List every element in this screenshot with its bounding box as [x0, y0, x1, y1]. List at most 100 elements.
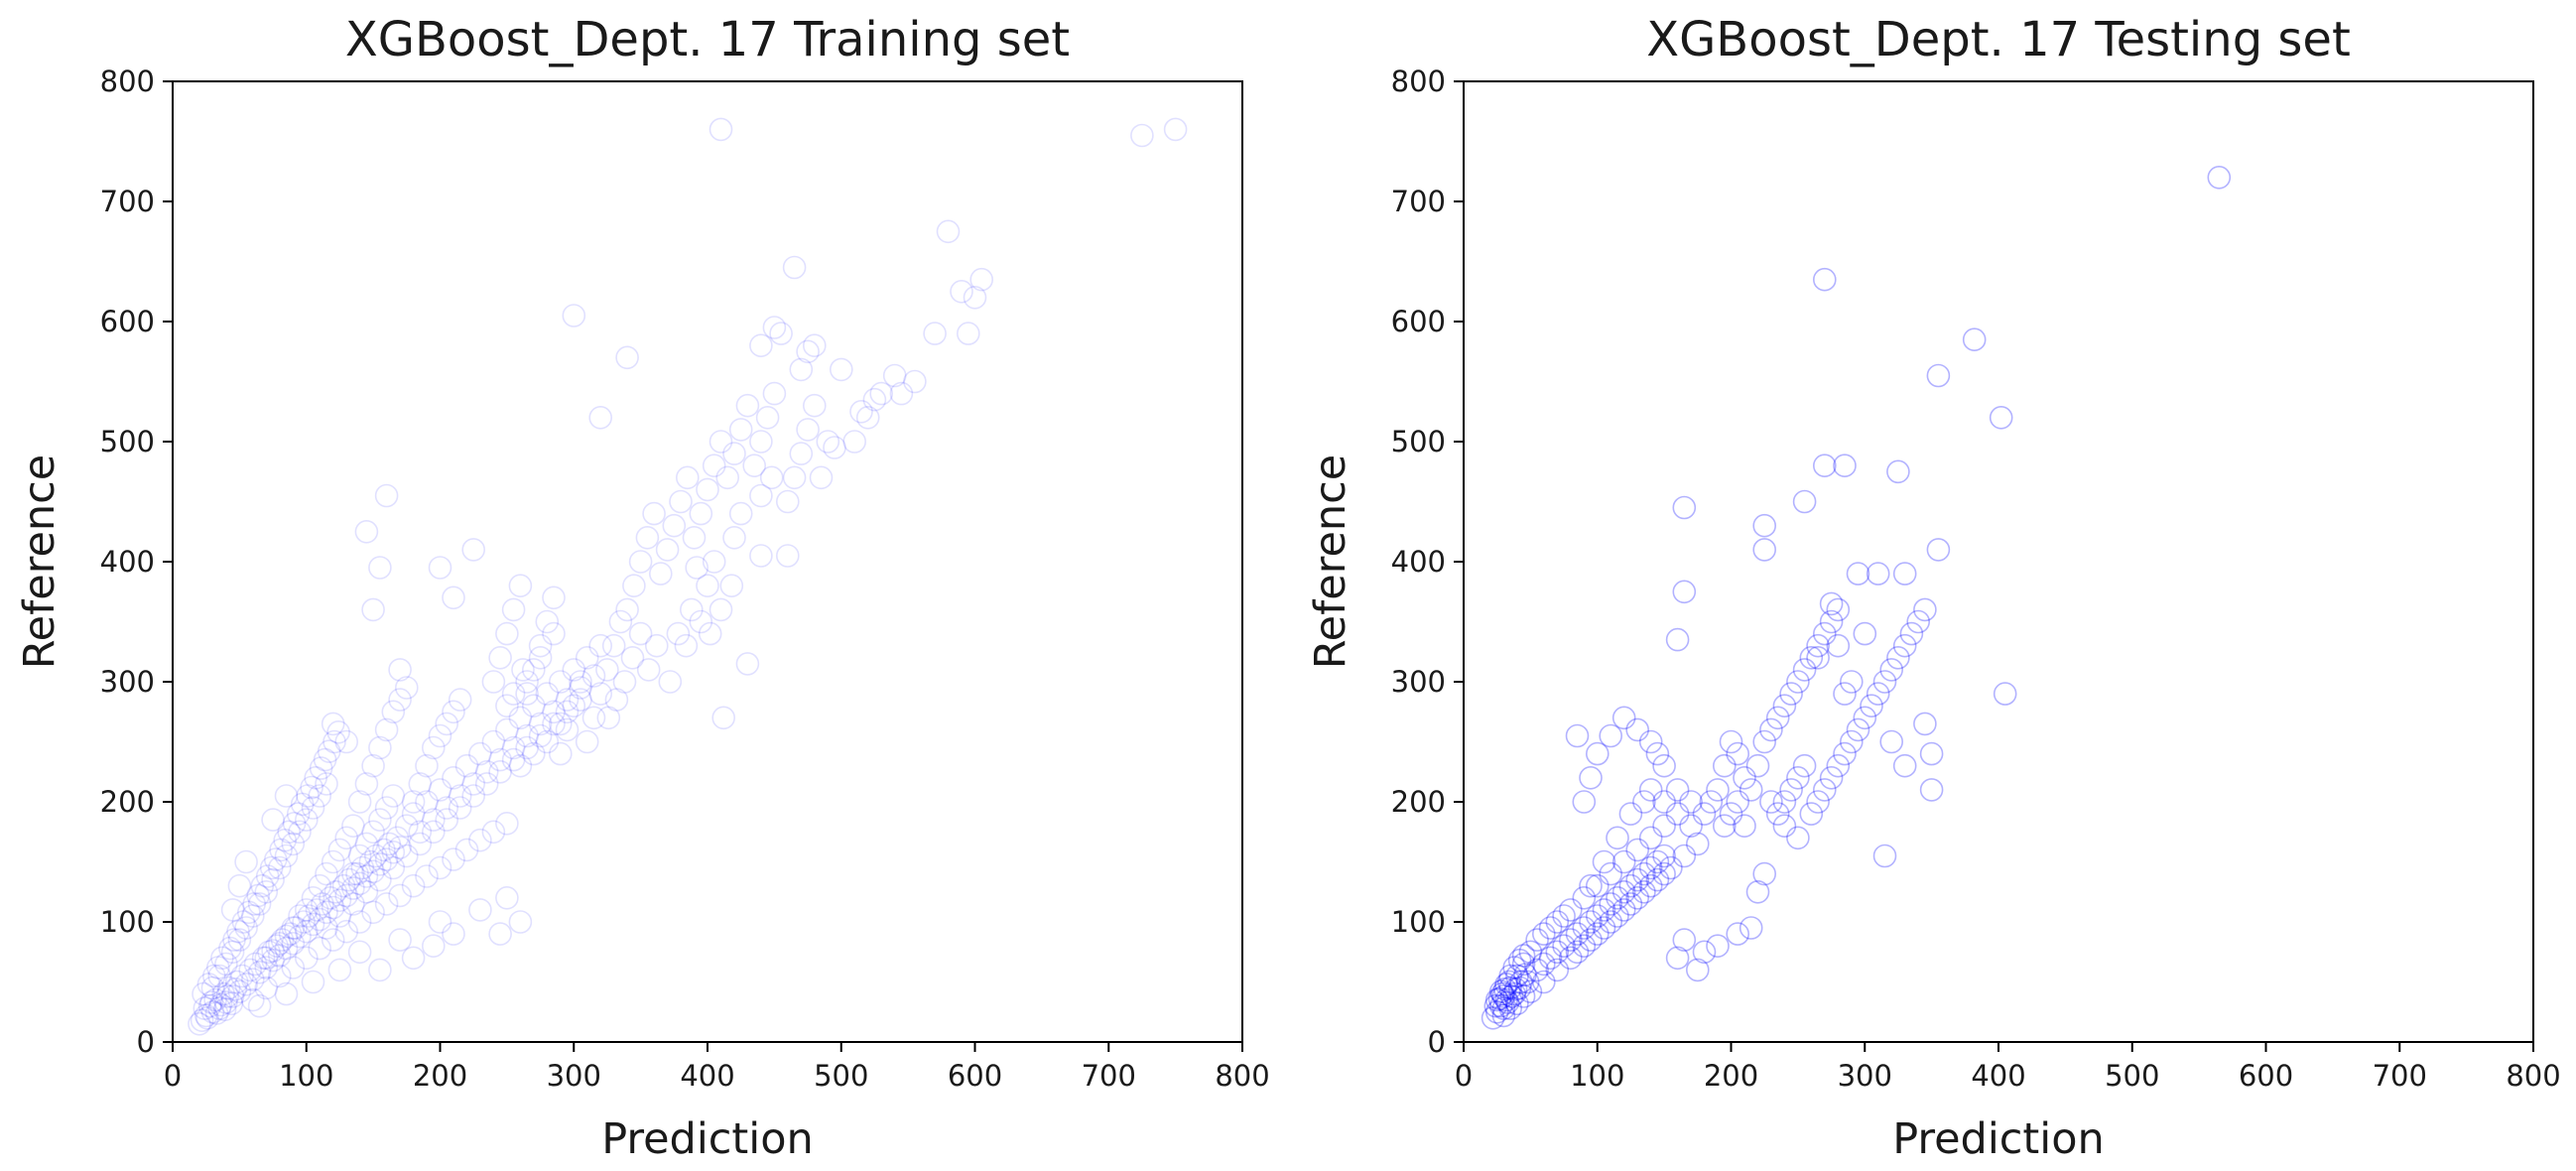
data-point: [1625, 885, 1649, 910]
data-point: [1826, 633, 1851, 658]
data-point: [542, 621, 566, 646]
data-point: [1484, 987, 1509, 1012]
data-point: [247, 960, 272, 984]
data-point: [1507, 976, 1532, 1000]
data-point: [1786, 670, 1810, 694]
data-point: [515, 723, 539, 748]
data-point: [301, 912, 325, 937]
data-point: [711, 706, 736, 730]
data-point: [421, 735, 446, 760]
data-point: [246, 883, 271, 908]
data-point: [1906, 609, 1930, 634]
data-point: [685, 556, 709, 580]
data-point: [1962, 327, 1987, 352]
data-point: [1545, 910, 1570, 934]
data-point: [341, 814, 365, 839]
data-point: [575, 729, 599, 754]
data-point: [1625, 867, 1649, 892]
y-tick-label: 700: [1391, 185, 1446, 218]
data-point: [368, 735, 392, 760]
data-point: [1503, 976, 1528, 1001]
data-point: [1892, 633, 1917, 658]
data-point: [308, 873, 332, 898]
data-point: [211, 981, 235, 1006]
data-point: [1565, 940, 1590, 965]
x-tick-label: 800: [2506, 1059, 2560, 1093]
data-point: [596, 706, 621, 730]
data-point: [1833, 682, 1857, 706]
data-point: [1493, 976, 1517, 1001]
y-tick-label: 400: [100, 545, 155, 579]
data-point: [1926, 363, 1951, 388]
data-point: [265, 934, 289, 959]
data-point: [1632, 879, 1656, 904]
data-point: [1497, 970, 1521, 994]
data-point: [294, 919, 319, 944]
data-point: [286, 802, 311, 826]
data-point: [207, 964, 231, 988]
data-point: [1579, 765, 1603, 790]
data-point: [1638, 826, 1663, 850]
data-point: [1511, 952, 1536, 976]
data-point: [215, 984, 239, 1008]
data-point: [196, 973, 221, 996]
data-point: [1665, 802, 1690, 826]
data-point: [192, 981, 215, 1006]
data-point: [759, 465, 784, 490]
data-point: [488, 759, 512, 784]
data-point: [1672, 928, 1697, 952]
data-point: [347, 910, 372, 934]
data-point: [237, 900, 261, 925]
data-point: [1498, 976, 1522, 1000]
data-point: [347, 871, 372, 896]
data-point: [195, 1006, 219, 1030]
data-point: [319, 885, 342, 910]
y-tick-label: 200: [100, 785, 155, 819]
data-point: [1672, 580, 1697, 604]
data-point: [648, 562, 673, 586]
y-tick-label: 800: [100, 65, 155, 98]
data-point: [802, 393, 827, 418]
data-point: [1806, 633, 1830, 658]
data-point: [562, 304, 586, 327]
data-point: [288, 904, 312, 928]
data-point: [662, 513, 687, 538]
data-point: [481, 670, 506, 694]
data-point: [696, 477, 719, 502]
data-point: [394, 676, 419, 700]
data-point: [689, 609, 713, 634]
data-point: [528, 712, 553, 736]
data-point: [735, 652, 760, 676]
data-point: [1913, 597, 1937, 622]
data-point: [234, 916, 258, 940]
data-point: [1765, 706, 1790, 730]
data-point: [1719, 729, 1743, 754]
data-point: [442, 922, 465, 946]
data-point: [401, 873, 426, 898]
data-point: [555, 688, 580, 712]
data-point: [200, 999, 225, 1024]
data-point: [1611, 898, 1636, 922]
data-point: [254, 879, 279, 904]
data-point: [468, 898, 492, 922]
data-point: [308, 936, 332, 961]
data-point: [762, 316, 787, 339]
data-point: [809, 465, 834, 490]
data-point: [274, 981, 299, 1006]
y-tick-label: 200: [1391, 785, 1446, 819]
data-point: [408, 832, 433, 856]
data-point: [1872, 670, 1897, 694]
data-point: [206, 956, 230, 979]
data-point: [363, 844, 388, 868]
data-point: [1638, 873, 1663, 898]
data-point: [1826, 597, 1851, 622]
y-tick-label: 300: [1391, 665, 1446, 699]
data-point: [575, 645, 599, 670]
data-point: [267, 931, 292, 956]
data-point: [1645, 849, 1670, 874]
data-point: [337, 867, 361, 892]
data-point: [193, 996, 217, 1020]
data-point: [204, 1001, 229, 1025]
data-point: [454, 753, 479, 778]
data-point: [722, 525, 746, 550]
